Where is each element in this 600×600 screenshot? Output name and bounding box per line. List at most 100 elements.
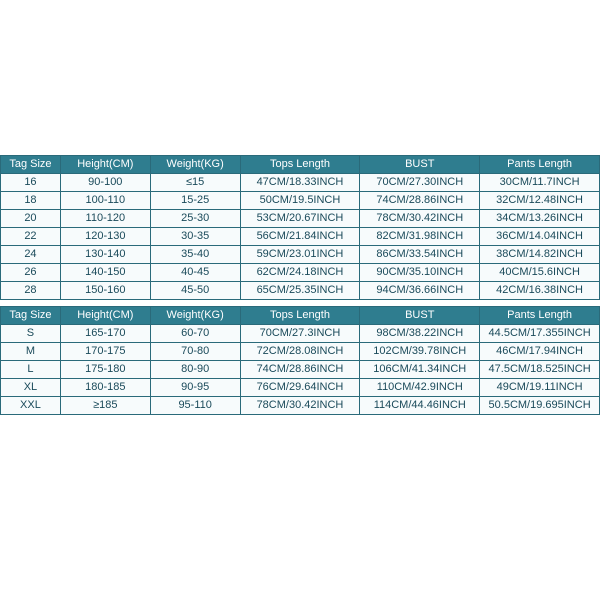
table-row: L175-18080-9074CM/28.86INCH106CM/41.34IN… bbox=[1, 361, 600, 379]
table-cell: 20 bbox=[1, 210, 61, 228]
table-cell: 114CM/44.46INCH bbox=[360, 397, 480, 415]
table-row: 1690-100≤1547CM/18.33INCH70CM/27.30INCH3… bbox=[1, 174, 600, 192]
col-header: Tops Length bbox=[240, 156, 360, 174]
table-cell: 76CM/29.64INCH bbox=[240, 379, 360, 397]
table-cell: 32CM/12.48INCH bbox=[480, 192, 600, 210]
table-cell: XL bbox=[1, 379, 61, 397]
table-cell: 47.5CM/18.525INCH bbox=[480, 361, 600, 379]
table-cell: 72CM/28.08INCH bbox=[240, 343, 360, 361]
adult-table-body: S165-17060-7070CM/27.3INCH98CM/38.22INCH… bbox=[1, 325, 600, 415]
table-cell: 34CM/13.26INCH bbox=[480, 210, 600, 228]
col-header: Pants Length bbox=[480, 156, 600, 174]
table-cell: 170-175 bbox=[60, 343, 150, 361]
table-cell: 40-45 bbox=[150, 264, 240, 282]
table-cell: 28 bbox=[1, 282, 61, 300]
table-cell: 82CM/31.98INCH bbox=[360, 228, 480, 246]
table-cell: 24 bbox=[1, 246, 61, 264]
col-header: BUST bbox=[360, 156, 480, 174]
table-cell: 175-180 bbox=[60, 361, 150, 379]
table-row: 28150-16045-5065CM/25.35INCH94CM/36.66IN… bbox=[1, 282, 600, 300]
table-cell: 50.5CM/19.695INCH bbox=[480, 397, 600, 415]
table-cell: 90-100 bbox=[60, 174, 150, 192]
table-cell: 165-170 bbox=[60, 325, 150, 343]
table-cell: 98CM/38.22INCH bbox=[360, 325, 480, 343]
col-header: Height(CM) bbox=[60, 307, 150, 325]
table-cell: 60-70 bbox=[150, 325, 240, 343]
table-row: XL180-18590-9576CM/29.64INCH110CM/42.9IN… bbox=[1, 379, 600, 397]
table-cell: 95-110 bbox=[150, 397, 240, 415]
table-cell: 53CM/20.67INCH bbox=[240, 210, 360, 228]
table-cell: 30CM/11.7INCH bbox=[480, 174, 600, 192]
table-cell: 59CM/23.01INCH bbox=[240, 246, 360, 264]
table-row: 22120-13030-3556CM/21.84INCH82CM/31.98IN… bbox=[1, 228, 600, 246]
table-cell: 110CM/42.9INCH bbox=[360, 379, 480, 397]
table-cell: 35-40 bbox=[150, 246, 240, 264]
table-cell: 25-30 bbox=[150, 210, 240, 228]
table-cell: 50CM/19.5INCH bbox=[240, 192, 360, 210]
table-cell: 140-150 bbox=[60, 264, 150, 282]
table-row: 20110-12025-3053CM/20.67INCH78CM/30.42IN… bbox=[1, 210, 600, 228]
table-cell: 150-160 bbox=[60, 282, 150, 300]
table-cell: 70CM/27.3INCH bbox=[240, 325, 360, 343]
table-cell: 180-185 bbox=[60, 379, 150, 397]
table-cell: 36CM/14.04INCH bbox=[480, 228, 600, 246]
table-cell: 62CM/24.18INCH bbox=[240, 264, 360, 282]
table-header-row: Tag Size Height(CM) Weight(KG) Tops Leng… bbox=[1, 156, 600, 174]
table-cell: 86CM/33.54INCH bbox=[360, 246, 480, 264]
table-cell: 102CM/39.78INCH bbox=[360, 343, 480, 361]
table-cell: 78CM/30.42INCH bbox=[360, 210, 480, 228]
table-row: XXL≥18595-11078CM/30.42INCH114CM/44.46IN… bbox=[1, 397, 600, 415]
table-cell: 42CM/16.38INCH bbox=[480, 282, 600, 300]
col-header: Height(CM) bbox=[60, 156, 150, 174]
table-cell: 110-120 bbox=[60, 210, 150, 228]
table-row: M170-17570-8072CM/28.08INCH102CM/39.78IN… bbox=[1, 343, 600, 361]
table-row: 24130-14035-4059CM/23.01INCH86CM/33.54IN… bbox=[1, 246, 600, 264]
table-cell: 18 bbox=[1, 192, 61, 210]
table-cell: 49CM/19.11INCH bbox=[480, 379, 600, 397]
kids-table-body: 1690-100≤1547CM/18.33INCH70CM/27.30INCH3… bbox=[1, 174, 600, 300]
col-header: Tag Size bbox=[1, 156, 61, 174]
table-cell: M bbox=[1, 343, 61, 361]
table-cell: 70-80 bbox=[150, 343, 240, 361]
col-header: Pants Length bbox=[480, 307, 600, 325]
table-cell: ≤15 bbox=[150, 174, 240, 192]
table-cell: 100-110 bbox=[60, 192, 150, 210]
table-cell: 78CM/30.42INCH bbox=[240, 397, 360, 415]
table-row: S165-17060-7070CM/27.3INCH98CM/38.22INCH… bbox=[1, 325, 600, 343]
table-cell: 130-140 bbox=[60, 246, 150, 264]
table-cell: 70CM/27.30INCH bbox=[360, 174, 480, 192]
table-row: 26140-15040-4562CM/24.18INCH90CM/35.10IN… bbox=[1, 264, 600, 282]
table-cell: 44.5CM/17.355INCH bbox=[480, 325, 600, 343]
table-cell: 106CM/41.34INCH bbox=[360, 361, 480, 379]
table-cell: 16 bbox=[1, 174, 61, 192]
table-cell: 22 bbox=[1, 228, 61, 246]
table-cell: XXL bbox=[1, 397, 61, 415]
table-row: 18100-11015-2550CM/19.5INCH74CM/28.86INC… bbox=[1, 192, 600, 210]
col-header: Tag Size bbox=[1, 307, 61, 325]
col-header: Weight(KG) bbox=[150, 307, 240, 325]
table-cell: S bbox=[1, 325, 61, 343]
col-header: Weight(KG) bbox=[150, 156, 240, 174]
table-cell: 94CM/36.66INCH bbox=[360, 282, 480, 300]
table-cell: 90-95 bbox=[150, 379, 240, 397]
table-cell: 26 bbox=[1, 264, 61, 282]
table-cell: 90CM/35.10INCH bbox=[360, 264, 480, 282]
table-cell: ≥185 bbox=[60, 397, 150, 415]
adult-size-table: Tag Size Height(CM) Weight(KG) Tops Leng… bbox=[0, 306, 600, 415]
col-header: Tops Length bbox=[240, 307, 360, 325]
table-cell: 80-90 bbox=[150, 361, 240, 379]
table-cell: 30-35 bbox=[150, 228, 240, 246]
table-cell: 40CM/15.6INCH bbox=[480, 264, 600, 282]
kids-size-table: Tag Size Height(CM) Weight(KG) Tops Leng… bbox=[0, 155, 600, 300]
table-cell: 47CM/18.33INCH bbox=[240, 174, 360, 192]
tables-container: Tag Size Height(CM) Weight(KG) Tops Leng… bbox=[0, 0, 600, 415]
table-cell: 15-25 bbox=[150, 192, 240, 210]
table-cell: L bbox=[1, 361, 61, 379]
table-cell: 74CM/28.86INCH bbox=[360, 192, 480, 210]
col-header: BUST bbox=[360, 307, 480, 325]
table-cell: 56CM/21.84INCH bbox=[240, 228, 360, 246]
size-chart-page: { "style": { "header_bg": "#2f7d8f", "he… bbox=[0, 0, 600, 600]
table-cell: 46CM/17.94INCH bbox=[480, 343, 600, 361]
table-header-row: Tag Size Height(CM) Weight(KG) Tops Leng… bbox=[1, 307, 600, 325]
table-cell: 45-50 bbox=[150, 282, 240, 300]
